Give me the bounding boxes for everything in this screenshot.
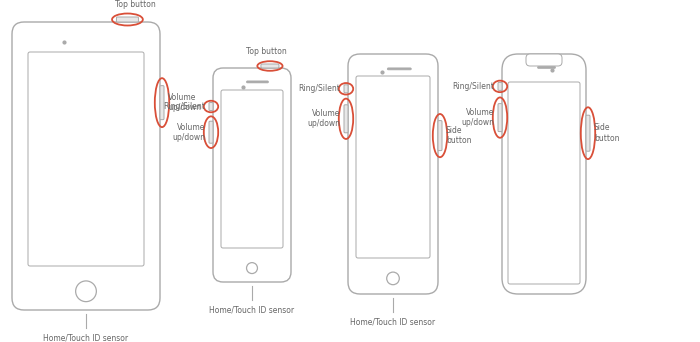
Text: Volume
up/down: Volume up/down: [168, 93, 201, 112]
FancyBboxPatch shape: [387, 68, 412, 70]
FancyBboxPatch shape: [28, 52, 144, 266]
FancyBboxPatch shape: [246, 81, 269, 83]
Text: Side
button: Side button: [446, 126, 472, 145]
Text: Side
button: Side button: [594, 123, 620, 143]
Text: Home/Touch ID sensor: Home/Touch ID sensor: [43, 333, 129, 342]
FancyBboxPatch shape: [508, 82, 580, 284]
FancyBboxPatch shape: [221, 90, 283, 248]
FancyBboxPatch shape: [209, 103, 213, 110]
FancyBboxPatch shape: [498, 82, 502, 90]
FancyBboxPatch shape: [344, 105, 348, 133]
Text: Home/Touch ID sensor: Home/Touch ID sensor: [209, 305, 295, 315]
FancyBboxPatch shape: [116, 17, 139, 22]
Text: Volume
up/down: Volume up/down: [307, 109, 340, 129]
FancyBboxPatch shape: [261, 64, 279, 68]
FancyBboxPatch shape: [356, 76, 430, 258]
FancyBboxPatch shape: [538, 66, 556, 68]
FancyBboxPatch shape: [502, 54, 586, 294]
FancyBboxPatch shape: [438, 121, 442, 150]
FancyBboxPatch shape: [344, 85, 348, 93]
FancyBboxPatch shape: [213, 68, 291, 282]
Text: Ring/Silent: Ring/Silent: [163, 102, 205, 111]
Text: Volume
up/down: Volume up/down: [172, 122, 205, 142]
Text: Ring/Silent: Ring/Silent: [452, 82, 494, 91]
Text: Top button: Top button: [246, 47, 286, 56]
Text: Ring/Silent: Ring/Silent: [298, 84, 340, 93]
Text: Home/Touch ID sensor: Home/Touch ID sensor: [351, 317, 435, 327]
FancyBboxPatch shape: [160, 86, 164, 120]
Text: Volume
up/down: Volume up/down: [461, 108, 494, 127]
FancyBboxPatch shape: [586, 115, 590, 151]
FancyBboxPatch shape: [348, 54, 438, 294]
Text: Top button: Top button: [115, 0, 156, 9]
FancyBboxPatch shape: [12, 22, 160, 310]
FancyBboxPatch shape: [498, 104, 502, 132]
FancyBboxPatch shape: [209, 121, 213, 143]
FancyBboxPatch shape: [526, 54, 562, 66]
